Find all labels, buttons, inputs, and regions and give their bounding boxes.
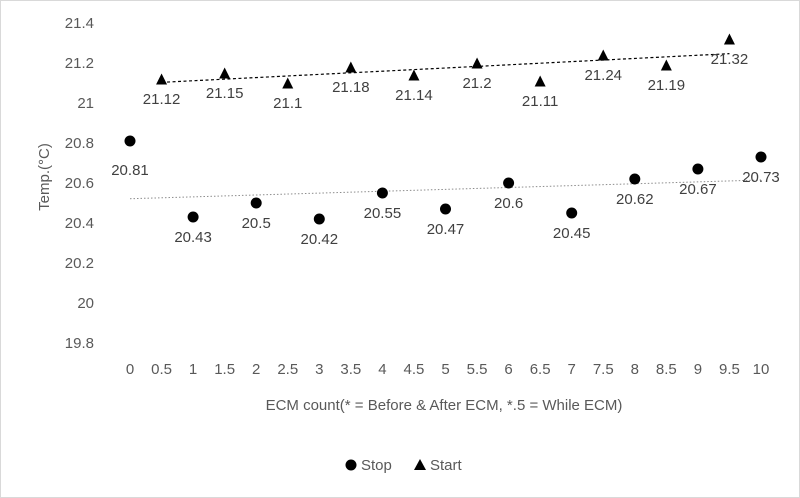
stop-data-label: 20.43	[174, 229, 212, 246]
stop-point	[503, 177, 515, 189]
start-point	[597, 49, 609, 61]
y-tick-label: 21	[77, 95, 94, 112]
x-tick-label: 4.5	[404, 361, 425, 378]
stop-data-label: 20.73	[742, 169, 780, 186]
stop-data-label: 20.47	[427, 221, 465, 238]
x-tick-label: 5.5	[467, 361, 488, 378]
stop-point	[755, 151, 767, 163]
y-axis-title: Temp.(°C)	[36, 143, 53, 211]
trendline-stop	[129, 179, 762, 200]
start-data-label: 21.14	[395, 87, 433, 104]
y-tick-label: 21.2	[65, 55, 94, 72]
start-point	[219, 67, 231, 79]
start-point	[723, 33, 735, 45]
stop-point	[629, 173, 641, 185]
start-point	[471, 57, 483, 69]
data-points	[124, 33, 767, 225]
stop-data-label: 20.45	[553, 225, 591, 242]
legend-label-stop: Stop	[361, 457, 392, 474]
trendline-start	[161, 53, 730, 83]
x-tick-label: 1	[189, 361, 197, 378]
start-point	[408, 69, 420, 81]
start-point	[534, 75, 546, 87]
x-tick-label: 6.5	[530, 361, 551, 378]
start-point	[345, 61, 357, 73]
x-tick-label: 0.5	[151, 361, 172, 378]
stop-data-label: 20.67	[679, 181, 717, 198]
x-tick-label: 6	[504, 361, 512, 378]
start-data-label: 21.12	[143, 91, 181, 108]
stop-data-label: 20.81	[111, 162, 149, 179]
x-tick-label: 3	[315, 361, 323, 378]
x-tick-label: 7	[568, 361, 576, 378]
y-tick-label: 20.6	[65, 175, 94, 192]
y-tick-label: 20.4	[65, 215, 94, 232]
start-data-label: 21.24	[584, 67, 622, 84]
start-data-label: 21.15	[206, 85, 244, 102]
start-data-label: 21.2	[462, 75, 491, 92]
legend: Stop Start	[345, 457, 463, 474]
start-point	[282, 77, 294, 89]
start-data-label: 21.19	[648, 77, 686, 94]
stop-point	[440, 203, 451, 215]
stop-point	[124, 135, 136, 147]
stop-point	[250, 197, 262, 209]
x-axis-title: ECM count(* = Before & After ECM, *.5 = …	[266, 397, 623, 414]
x-tick-label: 9.5	[719, 361, 740, 378]
stop-point	[566, 207, 578, 219]
stop-data-label: 20.5	[242, 215, 271, 232]
stop-point	[187, 211, 199, 223]
legend-marker-start	[414, 459, 426, 470]
x-tick-label: 2.5	[277, 361, 298, 378]
stop-point	[313, 213, 325, 225]
start-data-label: 21.11	[522, 93, 558, 110]
x-tick-label: 0	[126, 361, 134, 378]
stop-data-label: 20.42	[301, 231, 339, 248]
x-tick-label: 7.5	[593, 361, 614, 378]
y-tick-label: 20	[77, 295, 94, 312]
x-tick-label: 1.5	[214, 361, 235, 378]
y-tick-label: 19.8	[65, 335, 94, 352]
legend-label-start: Start	[430, 457, 463, 474]
stop-data-label: 20.55	[364, 205, 402, 222]
data-labels: 20.81 20.43 20.5 20.42 20.55 20.47 20.6 20.45 20…	[111, 51, 780, 248]
x-axis-ticks: 0 0.5 1 1.5 2 2.5 3 3.5 4 4.5 5 5.5 6 6.5 7 7.5 8 8.5 9 9.5…	[126, 361, 770, 378]
start-data-label: 21.1	[273, 95, 302, 112]
x-tick-label: 8.5	[656, 361, 677, 378]
x-tick-label: 2	[252, 361, 260, 378]
x-tick-label: 5	[441, 361, 449, 378]
stop-point	[376, 187, 388, 199]
y-tick-label: 20.2	[65, 255, 94, 272]
x-tick-label: 10	[753, 361, 770, 378]
start-point	[156, 73, 168, 85]
stop-data-label: 20.62	[616, 191, 654, 208]
x-tick-label: 8	[631, 361, 639, 378]
stop-data-label: 20.6	[494, 195, 523, 212]
stop-point	[692, 163, 704, 175]
trendlines	[129, 53, 762, 200]
y-tick-label: 20.8	[65, 135, 94, 152]
x-tick-label: 4	[378, 361, 386, 378]
start-point	[660, 59, 672, 71]
x-tick-label: 9	[694, 361, 702, 378]
start-data-label: 21.18	[332, 79, 370, 96]
start-data-label: 21.32	[711, 51, 749, 68]
y-tick-label: 21.4	[65, 15, 94, 32]
legend-marker-stop	[345, 459, 357, 471]
x-tick-label: 3.5	[340, 361, 361, 378]
y-axis-ticks: 19.8 20 20.2 20.4 20.6 20.8 21 21.2 21.4	[65, 15, 94, 352]
